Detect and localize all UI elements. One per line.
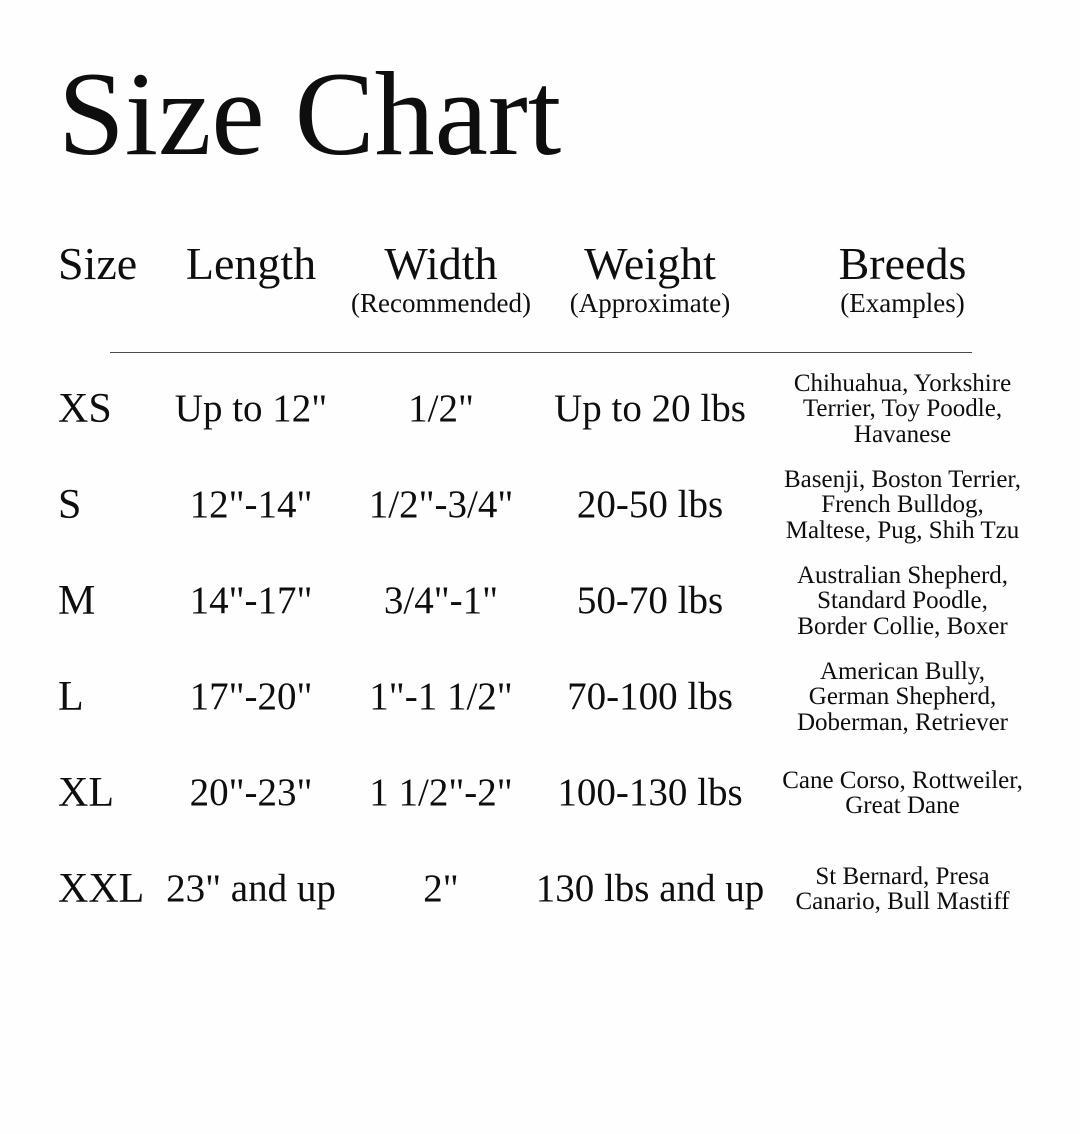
width-cell: 1/2" xyxy=(408,386,474,430)
column-header-width: Width (Recommended) xyxy=(351,238,531,319)
breeds-cell: Chihuahua, Yorkshire Terrier, Toy Poodle,… xyxy=(775,371,1030,448)
width-cell: 3/4"-1" xyxy=(383,578,499,622)
column-header-label: Size xyxy=(58,238,138,289)
table-row: XS Up to 12" 1/2" Up to 20 lbs Chihuahua… xyxy=(50,361,1030,457)
size-cell: XL xyxy=(58,769,114,816)
weight-cell: 20-50 lbs xyxy=(576,482,724,526)
size-cell: M xyxy=(58,577,96,624)
length-cell: 23" and up xyxy=(166,866,336,910)
width-cell: 1 1/2"-2" xyxy=(369,770,513,814)
column-header-size: Size xyxy=(50,240,145,288)
length-cell: 17"-20" xyxy=(189,674,313,718)
page-title: Size Chart xyxy=(58,47,562,180)
column-header-length: Length xyxy=(145,240,357,288)
size-cell: XXL xyxy=(58,865,145,912)
breeds-line: St Bernard, Presa xyxy=(815,862,990,890)
column-header-breeds: Breeds (Examples) xyxy=(775,238,1030,319)
weight-cell: 50-70 lbs xyxy=(576,578,724,622)
width-cell: 1/2"-3/4" xyxy=(368,482,514,526)
breeds-cell: Cane Corso, Rottweiler, Great Dane xyxy=(775,766,1030,819)
header-divider xyxy=(110,352,972,353)
breeds-line: Great Dane xyxy=(845,792,960,819)
column-header-label: Weight xyxy=(584,238,716,289)
column-header-sublabel: (Recommended) xyxy=(351,288,531,318)
breeds-line: Standard Poodle, xyxy=(817,587,988,615)
table-row: M 14"-17" 3/4"-1" 50-70 lbs Australian S… xyxy=(50,553,1030,649)
width-cell: 2" xyxy=(423,866,459,910)
size-table: Size Length Width (Recommended) Weight (… xyxy=(50,240,1030,937)
column-header-weight: Weight (Approximate) xyxy=(525,238,775,319)
table-row: XL 20"-23" 1 1/2"-2" 100-130 lbs Cane Co… xyxy=(50,745,1030,841)
weight-cell: 100-130 lbs xyxy=(557,770,743,814)
breeds-line: Basenji, Boston Terrier, xyxy=(783,465,1022,493)
table-row: XXL 23" and up 2" 130 lbs and up St Bern… xyxy=(50,841,1030,937)
breeds-line: Doberman, Retriever xyxy=(796,708,1009,736)
breeds-line: Cane Corso, Rottweiler, xyxy=(782,766,1023,794)
length-cell: Up to 12" xyxy=(174,386,328,430)
table-header: Size Length Width (Recommended) Weight (… xyxy=(50,238,1030,319)
length-cell: 14"-17" xyxy=(189,578,313,622)
breeds-line: Chihuahua, Yorkshire xyxy=(793,369,1012,397)
column-header-sublabel: (Approximate) xyxy=(569,288,731,318)
breeds-line: Canario, Bull Mastiff xyxy=(795,888,1010,915)
table-body: XS Up to 12" 1/2" Up to 20 lbs Chihuahua… xyxy=(50,353,1030,937)
column-header-label: Breeds xyxy=(838,238,967,289)
breeds-line: Australian Shepherd, xyxy=(796,561,1009,589)
breeds-line: American Bully, xyxy=(819,657,985,685)
weight-cell: 130 lbs and up xyxy=(535,866,765,910)
column-header-label: Width xyxy=(384,238,498,289)
size-cell: L xyxy=(58,673,84,720)
breeds-cell: American Bully, German Shepherd, Doberman,… xyxy=(775,659,1030,736)
breeds-line: Border Collie, Boxer xyxy=(797,612,1008,640)
breeds-line: German Shepherd, xyxy=(808,683,997,711)
weight-cell: Up to 20 lbs xyxy=(554,386,746,430)
breeds-line: Havanese xyxy=(853,420,952,448)
breeds-line: Terrier, Toy Poodle, xyxy=(802,395,1003,423)
size-chart: Size Chart Size Length Width (Recommende… xyxy=(0,54,1080,937)
length-cell: 12"-14" xyxy=(189,482,313,526)
size-cell: S xyxy=(58,481,82,528)
breeds-line: Maltese, Pug, Shih Tzu xyxy=(785,516,1020,544)
width-cell: 1"-1 1/2" xyxy=(369,674,513,718)
table-row: L 17"-20" 1"-1 1/2" 70-100 lbs American … xyxy=(50,649,1030,745)
breeds-line: French Bulldog, xyxy=(821,491,984,519)
column-header-sublabel: (Examples) xyxy=(840,288,965,318)
size-cell: XS xyxy=(58,385,112,432)
weight-cell: 70-100 lbs xyxy=(567,674,733,718)
length-cell: 20"-23" xyxy=(189,770,313,814)
table-row: S 12"-14" 1/2"-3/4" 20-50 lbs Basenji, B… xyxy=(50,457,1030,553)
breeds-cell: St Bernard, Presa Canario, Bull Mastiff xyxy=(775,862,1030,915)
column-header-label: Length xyxy=(185,238,317,289)
breeds-cell: Basenji, Boston Terrier, French Bulldog, M… xyxy=(775,467,1030,544)
breeds-cell: Australian Shepherd, Standard Poodle, Bord… xyxy=(775,563,1030,640)
